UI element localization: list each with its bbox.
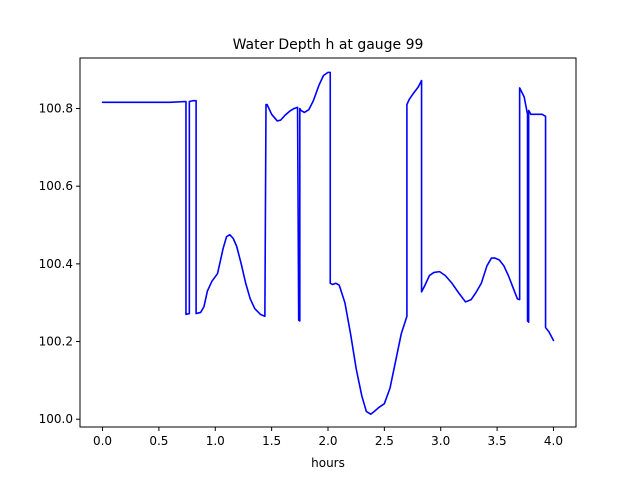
y-tick-label: 100.2 [39,335,73,349]
series-line [101,71,555,415]
x-tick-label: 0.5 [149,434,168,448]
chart-title: Water Depth h at gauge 99 [233,37,424,53]
y-tick-label: 100.4 [39,257,73,271]
x-tick-label: 1.0 [206,434,225,448]
x-axis: 0.0 0.5 1.0 1.5 2.0 2.5 3.0 3.5 4.0 [93,427,563,448]
y-axis: 100.0 100.2 100.4 100.6 100.8 [39,101,80,426]
x-tick-label: 2.0 [318,434,337,448]
y-tick-label: 100.0 [39,412,73,426]
x-tick-label: 3.0 [431,434,450,448]
x-tick-label: 0.0 [93,434,112,448]
x-tick-label: 3.5 [488,434,507,448]
x-axis-title: hours [311,456,345,470]
x-tick-label: 1.5 [262,434,281,448]
x-tick-label: 4.0 [544,434,563,448]
x-tick-label: 2.5 [375,434,394,448]
y-tick-label: 100.8 [39,101,73,115]
series-layer [101,71,555,415]
y-tick-label: 100.6 [39,179,73,193]
